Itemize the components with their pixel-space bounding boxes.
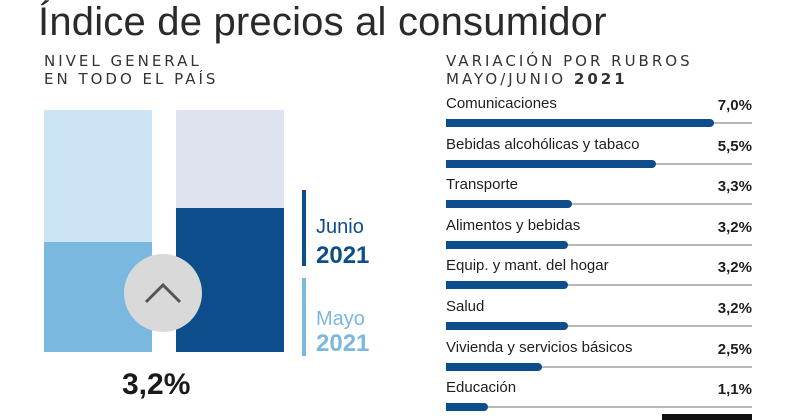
rubro-value-label: 3,2% xyxy=(717,218,752,236)
rubro-bar xyxy=(446,403,488,412)
may-legend-month: Mayo xyxy=(316,308,365,330)
rubros-subtitle-line2: MAYO/JUNIO 2021 xyxy=(446,70,693,88)
rubro-value-label: 5,5% xyxy=(717,137,752,155)
rubros-subtitle: VARIACIÓN POR RUBROS MAYO/JUNIO 2021 xyxy=(446,52,693,88)
rubros-subtitle-line1: VARIACIÓN POR RUBROS xyxy=(446,52,693,70)
rubro-bar xyxy=(446,322,568,330)
page-title: Índice de precios al consumidor xyxy=(38,0,607,44)
june-bar-background xyxy=(176,110,284,208)
rubro-bar xyxy=(446,159,656,168)
rubro-value-label: 3,2% xyxy=(717,300,752,317)
rubro-track xyxy=(446,365,752,368)
rubro-label: Vivienda y servicios básicos xyxy=(446,338,633,356)
rubro-bar xyxy=(446,362,542,371)
chevron-up-icon xyxy=(144,282,182,304)
june-legend-month: Junio xyxy=(316,216,364,238)
june-legend-tick xyxy=(302,190,306,266)
rubros-subtitle-period: MAYO/JUNIO xyxy=(446,70,567,88)
rubro-value-label: 3,2% xyxy=(717,259,752,277)
june-legend-year: 2021 xyxy=(316,242,370,269)
rubro-bar xyxy=(446,119,714,127)
rubro-track xyxy=(446,284,752,287)
rubro-label: Salud xyxy=(446,298,485,315)
rubro-value-label: 3,3% xyxy=(717,178,752,196)
bottom-divider xyxy=(662,414,752,420)
may-legend-year: 2021 xyxy=(316,330,370,357)
rubro-bar xyxy=(446,281,568,290)
rubro-label: Equip. y mant. del hogar xyxy=(446,257,609,275)
rubro-label: Educación xyxy=(446,379,517,397)
rubro-label: Transporte xyxy=(446,176,518,194)
rubro-label: Bebidas alcohólicas y tabaco xyxy=(446,135,640,153)
increase-indicator xyxy=(124,254,202,332)
general-subtitle-line1: NIVEL GENERAL xyxy=(44,52,202,70)
rubro-value-label: 1,1% xyxy=(717,381,752,399)
general-subtitle-line2: EN TODO EL PAÍS xyxy=(44,70,219,88)
rubro-label: Comunicaciones xyxy=(446,95,557,112)
rubro-bar xyxy=(446,240,568,249)
rubro-track xyxy=(446,203,752,206)
rubro-label: Alimentos y bebidas xyxy=(446,216,581,234)
rubro-bar xyxy=(446,200,572,209)
rubro-value-label: 7,0% xyxy=(717,97,752,114)
rubro-value-label: 2,5% xyxy=(717,340,752,358)
rubros-subtitle-year: 2021 xyxy=(573,70,628,88)
general-subtitle: NIVEL GENERAL EN TODO EL PAÍS xyxy=(44,52,218,88)
rubro-track xyxy=(446,243,752,246)
rubro-track xyxy=(446,325,752,327)
general-variation-value: 3,2% xyxy=(122,368,191,401)
may-legend-tick xyxy=(302,278,306,356)
rubro-track xyxy=(446,406,752,409)
may-bar-background xyxy=(44,110,152,242)
